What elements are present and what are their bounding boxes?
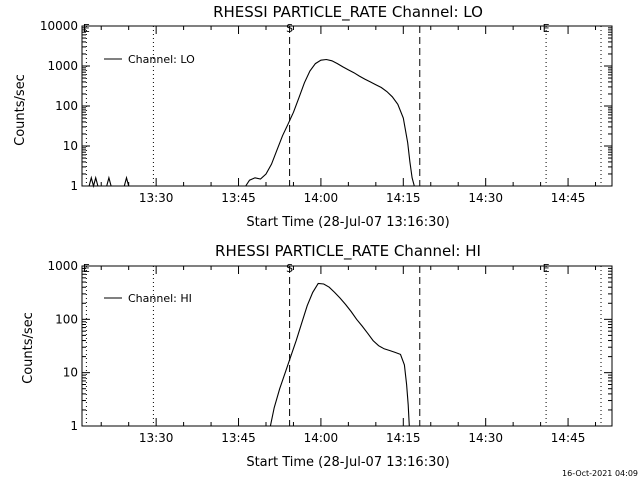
y-tick-label: 10000 (40, 19, 78, 33)
x-tick-label: 14:30 (468, 191, 503, 205)
chart-title: RHESSI PARTICLE_RATE Channel: HI (215, 242, 481, 261)
data-series-line (123, 175, 130, 187)
x-tick-label: 13:45 (221, 431, 256, 445)
x-tick-label: 14:15 (386, 431, 421, 445)
chart-title: RHESSI PARTICLE_RATE Channel: LO (213, 3, 483, 22)
y-axis-label: Counts/sec (21, 312, 36, 384)
x-tick-label: 14:00 (304, 191, 339, 205)
data-series-line (245, 58, 415, 187)
hi-channel-panel: RHESSI PARTICLE_RATE Channel: HI Start T… (21, 242, 613, 470)
x-tick-label: 14:30 (468, 431, 503, 445)
y-tick-label: 100 (55, 312, 78, 326)
marker-label: E (83, 22, 90, 35)
marker-label: S (286, 262, 293, 275)
data-series-line (106, 175, 112, 187)
y-tick-label: 1 (70, 419, 78, 433)
y-tick-label: 1000 (47, 59, 78, 73)
x-tick-label: 14:45 (551, 431, 586, 445)
y-tick-label: 1000 (47, 259, 78, 273)
marker-label: E (543, 22, 550, 35)
legend-label: Channel: LO (128, 53, 195, 66)
x-axis-label: Start Time (28-Jul-07 13:16:30) (246, 455, 449, 470)
x-tick-label: 14:45 (551, 191, 586, 205)
y-tick-label: 10 (63, 139, 78, 153)
generation-timestamp: 16-Oct-2021 04:09 (562, 469, 638, 478)
lo-channel-panel: RHESSI PARTICLE_RATE Channel: LO Start T… (13, 3, 613, 230)
x-tick-label: 13:30 (139, 191, 174, 205)
y-tick-label: 10 (63, 366, 78, 380)
plot-frame (81, 25, 613, 187)
data-series-line (88, 175, 99, 189)
marker-label: E (83, 262, 90, 275)
legend-label: Channel: HI (128, 292, 192, 305)
data-series-line (269, 282, 410, 427)
x-tick-label: 14:15 (386, 191, 421, 205)
x-tick-label: 13:30 (139, 431, 174, 445)
x-tick-label: 14:00 (304, 431, 339, 445)
x-axis-label: Start Time (28-Jul-07 13:16:30) (246, 215, 449, 230)
y-axis-label: Counts/sec (13, 74, 28, 146)
y-tick-label: 1 (70, 179, 78, 193)
marker-label: E (543, 262, 550, 275)
plot-frame (81, 265, 613, 427)
y-tick-label: 100 (55, 99, 78, 113)
x-tick-label: 13:45 (221, 191, 256, 205)
marker-label: S (286, 22, 293, 35)
